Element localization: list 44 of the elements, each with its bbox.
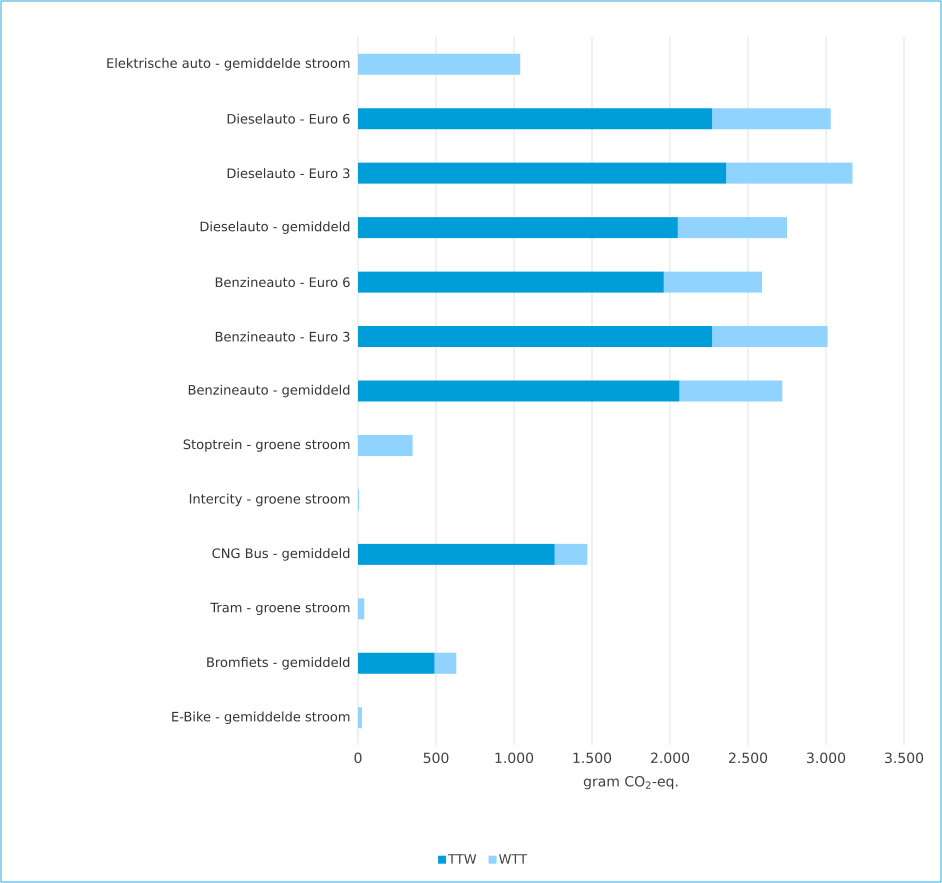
y-tick-label: CNG Bus - gemiddeld (212, 548, 350, 561)
y-tick-label: Dieselauto - Euro 6 (228, 114, 350, 124)
bar (358, 108, 712, 130)
bar (358, 162, 726, 184)
x-axis-title: gram CO$_{2}$-eq. (584, 776, 678, 790)
y-tick-label: E-Bike - gemiddelde stroom (172, 711, 350, 724)
y-tick-label: Intercity - groene stroom (190, 494, 350, 506)
y-tick-label: Benzineauto - Euro 6 (216, 277, 350, 288)
bar (358, 54, 520, 75)
x-tick-label: 1.000 (496, 752, 534, 764)
bar (358, 326, 712, 348)
bar (358, 272, 664, 293)
bar (358, 544, 555, 565)
y-tick-label: Benzineauto - Euro 3 (216, 332, 350, 342)
y-tick-label: Dieselauto - Euro 3 (228, 168, 350, 178)
bar (712, 326, 828, 348)
bar (358, 380, 680, 402)
bar (679, 380, 782, 402)
x-tick-label: 3.000 (807, 752, 846, 764)
bar (726, 162, 853, 184)
x-tick-label: 2.000 (650, 752, 690, 764)
bar (554, 544, 588, 565)
y-tick-label: Elektrische auto - gemiddelde stroom (107, 58, 350, 71)
bar (358, 598, 364, 620)
y-tick-label: Bromfiets - gemiddeld (207, 657, 350, 670)
bar (678, 217, 787, 238)
y-tick-label: Dieselauto - gemiddeld (200, 221, 350, 234)
legend-label: WTT (499, 854, 528, 864)
x-tick-label: 0 (354, 752, 362, 764)
y-tick-label: Tram - groene stroom (210, 602, 350, 615)
bar (712, 108, 831, 130)
bar (358, 217, 678, 238)
bar (358, 434, 413, 456)
x-tick-label: 3.500 (885, 752, 924, 764)
x-tick-label: 500 (424, 752, 448, 764)
bar (358, 707, 362, 728)
x-tick-label: 1.500 (574, 752, 612, 764)
legend-label: TTW (448, 854, 476, 864)
y-tick-label: Stoptrein - groene stroom (184, 439, 350, 452)
bar (358, 652, 434, 674)
bar (664, 272, 762, 293)
y-tick-label: Benzineauto - gemiddeld (188, 384, 350, 398)
x-tick-label: 2.500 (728, 752, 768, 764)
bar (434, 652, 456, 674)
